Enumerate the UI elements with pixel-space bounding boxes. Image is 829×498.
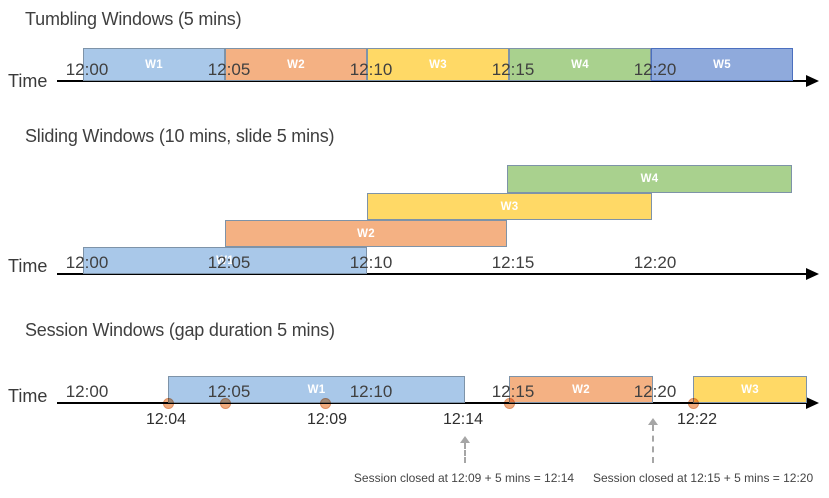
- time-axis-label-sliding: Time: [8, 256, 48, 276]
- window-box-w3: W3: [367, 48, 509, 81]
- window-box-w5: W5: [651, 48, 793, 81]
- event-time-label: 12:22: [676, 411, 718, 428]
- tick-label: 12:15: [491, 60, 535, 79]
- window-box-w1: W1: [83, 48, 225, 81]
- session-closed-note: Session closed at 12:09 + 5 mins = 12:14: [353, 471, 575, 485]
- up-arrow-icon: [460, 436, 470, 443]
- event-dot: [503, 397, 515, 409]
- window-label: W3: [500, 200, 519, 213]
- axis-arrowhead-icon: [806, 75, 819, 87]
- event-time-label: 12:04: [145, 411, 187, 428]
- window-box-w4: W4: [509, 48, 651, 81]
- window-box-w2: W2: [225, 220, 507, 247]
- window-label: W1: [307, 383, 326, 396]
- event-dot: [319, 397, 331, 409]
- event-dot: [162, 397, 174, 409]
- tick-label: 12:15: [491, 253, 535, 272]
- window-label: W3: [429, 58, 447, 71]
- time-axis-label-tumbling: Time: [8, 71, 48, 91]
- window-label: W4: [571, 58, 589, 71]
- tick-label: 12:05: [207, 382, 251, 401]
- window-box-w1: W1: [168, 376, 465, 403]
- window-box-w4: W4: [507, 165, 792, 193]
- window-box-w2: W2: [509, 376, 653, 403]
- window-label: W2: [287, 58, 305, 71]
- dashed-arrow-line: [464, 443, 466, 463]
- window-box-w3: W3: [367, 193, 652, 220]
- window-box-w3: W3: [693, 376, 807, 403]
- tick-label: 12:00: [65, 253, 109, 272]
- window-label: W1: [145, 58, 163, 71]
- session-closed-note: Session closed at 12:15 + 5 mins = 12:20: [593, 471, 814, 485]
- tick-label: 12:20: [633, 382, 677, 401]
- up-arrow-icon: [648, 418, 658, 425]
- tick-label: 12:10: [349, 60, 393, 79]
- window-label: W1: [216, 254, 234, 267]
- time-axis-label-session: Time: [8, 386, 48, 406]
- tumbling-windows-title: Tumbling Windows (5 mins): [25, 9, 242, 29]
- window-label: W3: [741, 383, 759, 396]
- tick-label: 12:20: [633, 60, 677, 79]
- window-label: W2: [357, 227, 375, 240]
- time-axis-line: [57, 273, 806, 275]
- tick-label: 12:00: [65, 382, 109, 401]
- tick-label: 12:15: [491, 382, 535, 401]
- session-windows-title: Session Windows (gap duration 5 mins): [25, 320, 335, 340]
- time-axis-line: [57, 80, 806, 82]
- tick-label: 12:10: [349, 382, 393, 401]
- tick-label: 12:00: [65, 60, 109, 79]
- time-axis-line: [57, 402, 806, 404]
- tick-label: 12:10: [349, 253, 393, 272]
- sliding-windows-title: Sliding Windows (10 mins, slide 5 mins): [25, 126, 335, 146]
- tick-label: 12:05: [207, 253, 251, 272]
- axis-arrowhead-icon: [806, 268, 819, 280]
- event-time-label: 12:09: [306, 411, 348, 428]
- window-label: W4: [640, 173, 659, 185]
- event-dot: [219, 397, 231, 409]
- tick-label: 12:20: [633, 253, 677, 272]
- window-label: W5: [713, 58, 731, 71]
- event-time-label: 12:14: [442, 411, 484, 428]
- window-box-w2: W2: [225, 48, 367, 81]
- dashed-arrow-line: [652, 425, 654, 463]
- window-box-w1: W1: [83, 247, 367, 274]
- event-dot: [687, 397, 699, 409]
- axis-arrowhead-icon: [806, 397, 819, 409]
- window-label: W2: [572, 383, 590, 396]
- tick-label: 12:05: [207, 60, 251, 79]
